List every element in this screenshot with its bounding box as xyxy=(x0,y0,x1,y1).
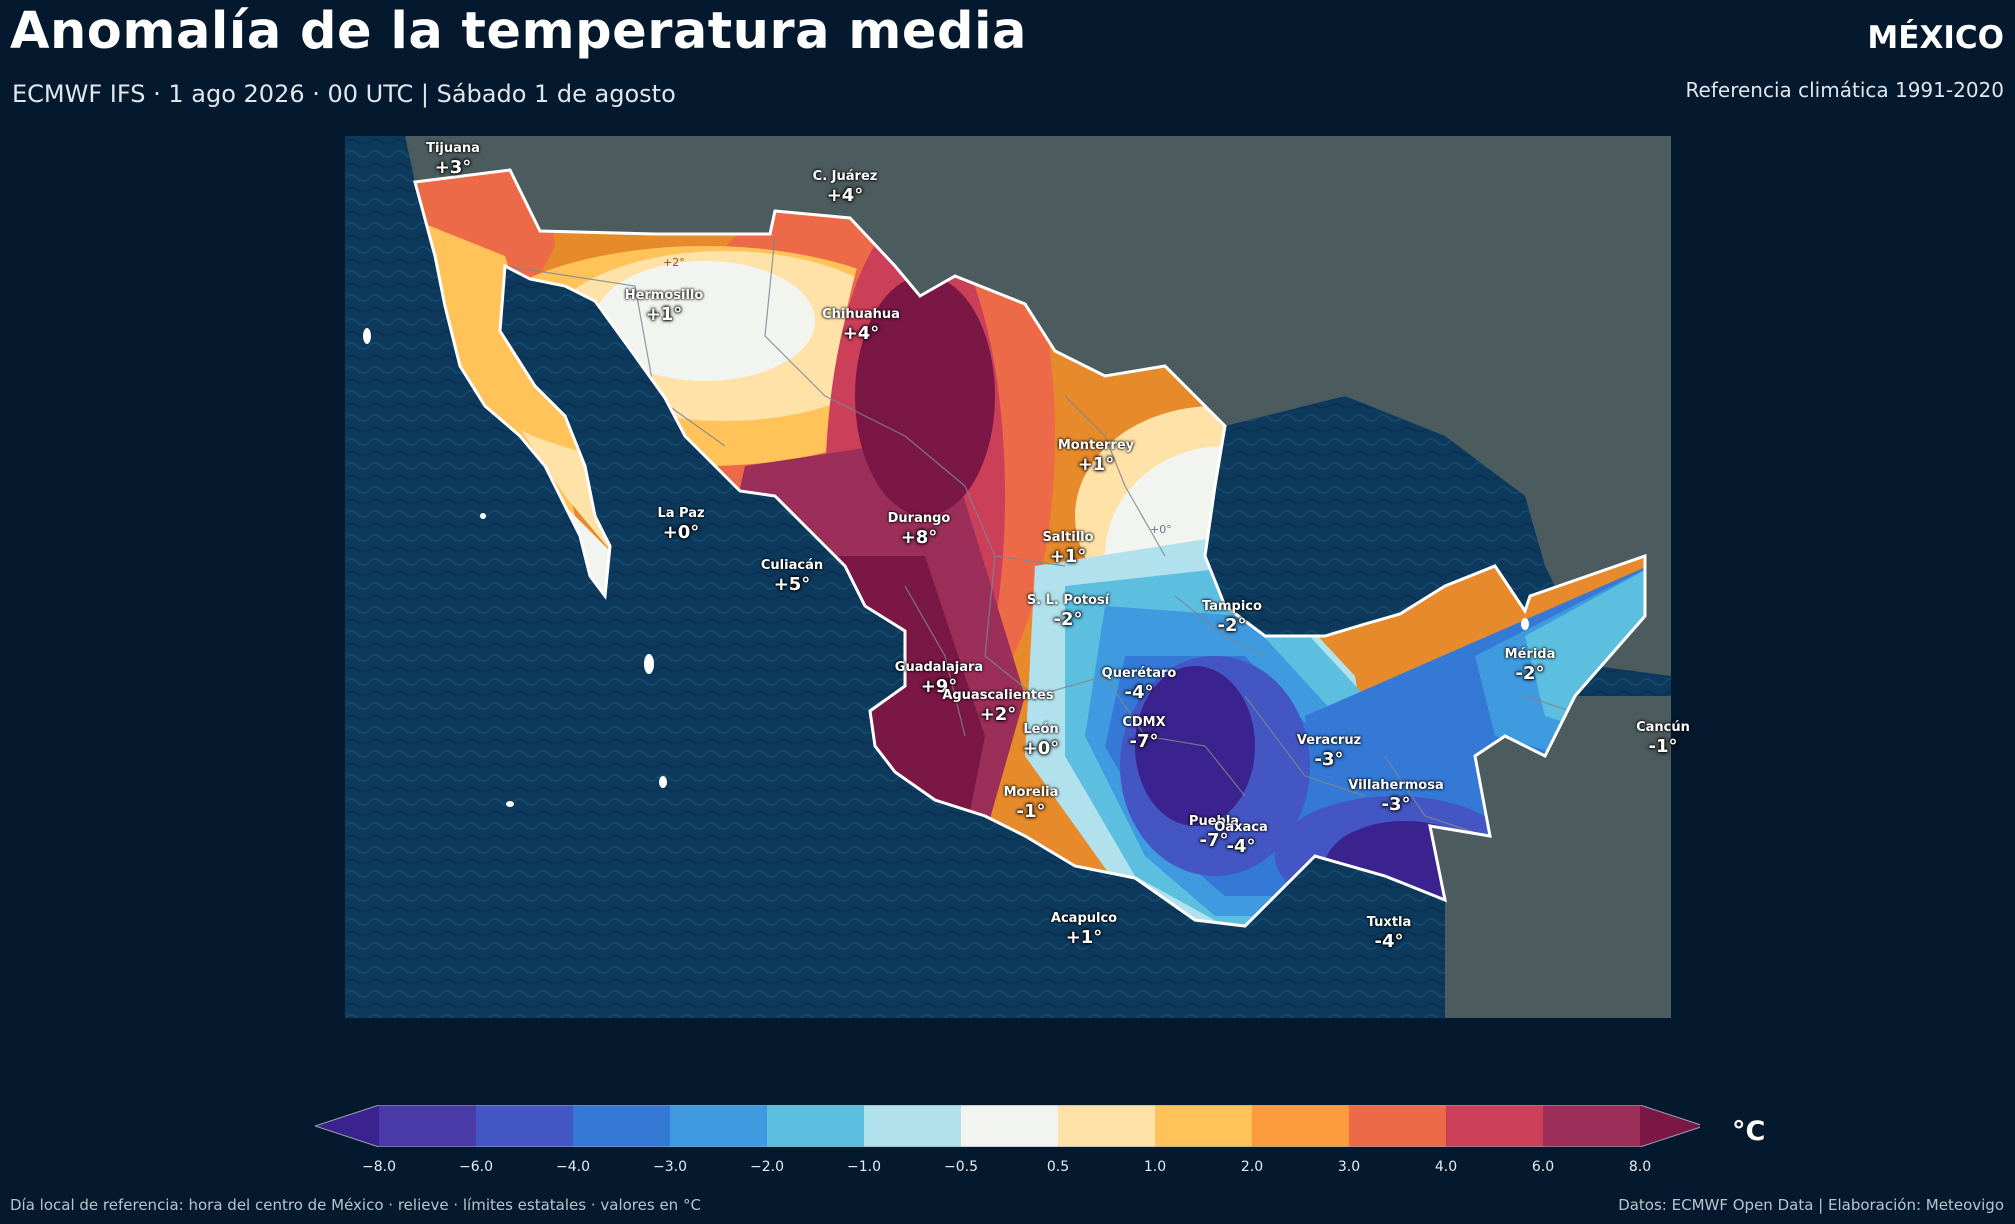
city-label-villahermosa: Villahermosa -3° xyxy=(1348,778,1444,815)
city-label-c-juarez: C. Juárez +4° xyxy=(812,169,878,206)
central-america-land xyxy=(1430,696,1671,1018)
contour-label: +2° xyxy=(663,256,685,269)
colorbar-segment xyxy=(1252,1105,1350,1147)
city-label-acapulco: Acapulco +1° xyxy=(1050,911,1118,948)
colorbar-tick-label: 3.0 xyxy=(1337,1159,1361,1175)
city-label-merida: Mérida -2° xyxy=(1504,647,1556,684)
city-label-aguascalientes: Aguascalientes +2° xyxy=(942,688,1054,725)
city-label-tampico: Tampico -2° xyxy=(1202,599,1262,636)
city-label-durango: Durango +8° xyxy=(887,511,951,548)
anomaly-map: +2° +0° xyxy=(345,136,1671,1018)
colorbar-tick-label: −0.5 xyxy=(944,1159,978,1175)
colorbar-segment xyxy=(1058,1105,1156,1147)
usa-land xyxy=(405,136,1671,676)
city-label-queretaro: Querétaro -4° xyxy=(1101,666,1177,703)
colorbar-segment xyxy=(670,1105,768,1147)
city-label-saltillo: Saltillo +1° xyxy=(1042,530,1094,567)
colorbar-unit: °C xyxy=(1732,1116,1766,1147)
city-label-tijuana: Tijuana +3° xyxy=(426,141,480,178)
map-canvas: +2° +0° xyxy=(345,136,1671,1018)
colorbar-over-arrow xyxy=(1640,1105,1700,1147)
city-label-monterrey: Monterrey +1° xyxy=(1057,438,1135,475)
contour-label: +0° xyxy=(1150,523,1172,536)
city-label-la-paz: La Paz +0° xyxy=(657,506,705,543)
footer-credits: Datos: ECMWF Open Data | Elaboración: Me… xyxy=(1618,1196,2004,1214)
city-label-morelia: Morelia -1° xyxy=(1003,785,1059,822)
city-label-cdmx: CDMX -7° xyxy=(1122,715,1166,752)
colorbar-segment xyxy=(767,1105,865,1147)
colorbar-segment xyxy=(864,1105,962,1147)
city-label-tuxtla: Tuxtla -4° xyxy=(1366,915,1412,952)
colorbar xyxy=(315,1105,1700,1147)
colorbar-segment xyxy=(1446,1105,1544,1147)
colorbar-tick-label: −3.0 xyxy=(653,1159,687,1175)
colorbar-segment xyxy=(1155,1105,1253,1147)
city-label-oaxaca: Oaxaca -4° xyxy=(1214,820,1268,857)
islands xyxy=(363,328,1529,807)
footer-note: Día local de referencia: hora del centro… xyxy=(10,1196,701,1214)
colorbar-segment xyxy=(573,1105,671,1147)
city-label-puebla: Puebla -7° xyxy=(1188,814,1240,851)
colorbar-tick-label: 6.0 xyxy=(1531,1159,1555,1175)
colorbar-segment xyxy=(476,1105,574,1147)
colorbar-tick-label: −1.0 xyxy=(847,1159,881,1175)
colorbar-tick-label: 2.0 xyxy=(1240,1159,1264,1175)
city-label-cancun: Cancún -1° xyxy=(1636,720,1690,757)
colorbar-tick-label: 8.0 xyxy=(1628,1159,1652,1175)
colorbar-tick-label: −4.0 xyxy=(556,1159,590,1175)
colorbar-segment xyxy=(1543,1105,1641,1147)
city-label-hermosillo: Hermosillo +1° xyxy=(624,288,704,325)
city-label-chihuahua: Chihuahua +4° xyxy=(822,307,900,344)
colorbar-segment xyxy=(379,1105,477,1147)
map-title: Anomalía de la temperatura media xyxy=(10,2,1027,61)
colorbar-tick-label: −8.0 xyxy=(362,1159,396,1175)
colorbar-segment xyxy=(961,1105,1059,1147)
map-subtitle: ECMWF IFS · 1 ago 2026 · 00 UTC | Sábado… xyxy=(12,80,676,108)
colorbar-tick-label: 4.0 xyxy=(1434,1159,1458,1175)
city-label-leon: León +0° xyxy=(1022,722,1060,759)
colorbar-segment xyxy=(1349,1105,1447,1147)
colorbar-under-arrow xyxy=(315,1105,379,1147)
climate-reference: Referencia climática 1991-2020 xyxy=(1685,78,2004,102)
colorbar-tick-label: 0.5 xyxy=(1046,1159,1070,1175)
city-label-slp: S. L. Potosí -2° xyxy=(1026,593,1110,630)
colorbar-tick-label: 1.0 xyxy=(1143,1159,1167,1175)
colorbar-tick-label: −2.0 xyxy=(750,1159,784,1175)
city-label-guadalajara: Guadalajara +9° xyxy=(894,660,984,697)
country-label: MÉXICO xyxy=(1867,20,2004,56)
city-label-culiacan: Culiacán +5° xyxy=(760,558,824,595)
city-label-veracruz: Veracruz -3° xyxy=(1296,733,1362,770)
colorbar-tick-label: −6.0 xyxy=(459,1159,493,1175)
